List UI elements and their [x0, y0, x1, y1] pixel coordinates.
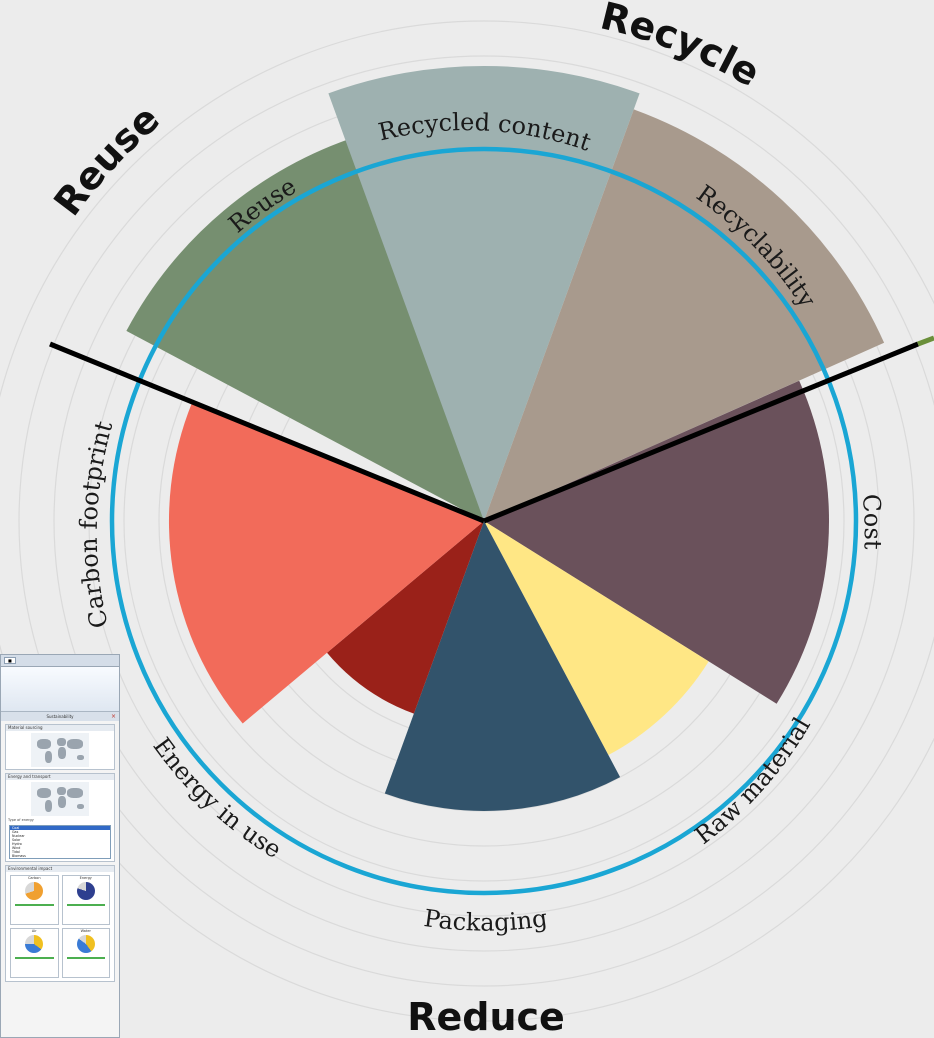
energy-type-option[interactable]: Biomass	[12, 854, 26, 858]
impact-pie-label: Energy	[79, 876, 92, 880]
section-title-reduce: Reduce	[407, 995, 565, 1038]
impact-pie-label: Air	[31, 929, 37, 933]
energy-type-option[interactable]: Coal	[10, 826, 110, 830]
impact-pie-label: Carbon	[27, 876, 41, 880]
pie-chart-icon	[25, 882, 44, 900]
energy-section: Energy and transport Type of energy Coal…	[5, 773, 115, 862]
impact-pie-cell: Water	[61, 928, 110, 978]
energy-type-option[interactable]: Nuclear	[12, 834, 25, 838]
impact-pies: Carbon Energy Air Water	[10, 875, 110, 978]
impact-bar	[66, 957, 105, 959]
label-packaging: Packaging	[422, 904, 549, 937]
background-ring	[18, 55, 934, 987]
divider-reuse-reduce	[49, 341, 485, 524]
impact-bar	[15, 957, 54, 959]
score-ring	[109, 146, 859, 896]
background-ring	[0, 20, 934, 1022]
energy-type-label: Type of energy	[8, 818, 34, 822]
world-map-icon-2	[31, 782, 89, 816]
material-section-title: Material sourcing	[6, 725, 114, 731]
petal-packaging	[384, 521, 621, 812]
divider-recycle-reduce	[483, 341, 919, 524]
panel-title-bar: Sustainability ×	[1, 712, 119, 721]
petal-raw-material	[484, 521, 709, 755]
pie-chart-icon	[76, 882, 95, 900]
energy-type-option[interactable]: Solar	[12, 838, 21, 842]
label-raw-material: Raw material	[690, 713, 816, 850]
impact-pie-cell: Carbon	[10, 875, 59, 925]
material-section: Material sourcing	[5, 724, 115, 770]
energy-type-option[interactable]: Tidal	[12, 850, 20, 854]
energy-type-list[interactable]: Coal Gas Nuclear Solar Hydro Wind Tidal Biomass	[9, 825, 111, 859]
section-dividers	[49, 335, 934, 524]
impact-section-title: Environmental impact	[6, 866, 114, 872]
app-tab: ■	[4, 657, 16, 664]
pie-chart-icon	[76, 935, 95, 953]
divider-tip	[917, 335, 934, 347]
score-ring-circle	[109, 146, 859, 896]
energy-type-option[interactable]: Hydro	[12, 842, 22, 846]
app-title-bar: ■	[1, 655, 119, 667]
energy-type-option[interactable]: Gas	[12, 830, 19, 834]
impact-pie-label: Water	[80, 929, 91, 933]
world-map-icon	[31, 733, 89, 767]
petal-reuse	[126, 135, 485, 522]
impact-bar	[15, 904, 54, 906]
petal-segments	[126, 65, 885, 812]
label-cost: Cost	[857, 493, 887, 551]
impact-pie-cell: Air	[10, 928, 59, 978]
label-energy-in-use: Energy in use	[147, 732, 286, 864]
petal-recyclability	[484, 109, 885, 522]
close-icon[interactable]: ×	[110, 713, 116, 720]
panel-title: Sustainability	[46, 714, 74, 719]
impact-bar	[66, 904, 105, 906]
petal-recycled-content	[328, 65, 640, 521]
section-title-reuse: Reuse	[45, 96, 167, 223]
impact-pie-cell: Energy	[61, 875, 110, 925]
app-panel-inset: ■ Sustainability × Material sourcing Ene…	[0, 654, 120, 1038]
petal-energy-in-use	[327, 521, 484, 714]
petal-carbon-footprint	[168, 403, 485, 724]
energy-section-title: Energy and transport	[6, 774, 114, 780]
app-ribbon	[1, 667, 119, 712]
impact-section: Environmental impact Carbon Energy Air Wate…	[5, 865, 115, 982]
petal-cost	[484, 380, 830, 704]
section-title-recycle: Recycle	[596, 0, 767, 95]
energy-type-option[interactable]: Wind	[12, 846, 21, 850]
pie-chart-icon	[25, 935, 44, 953]
